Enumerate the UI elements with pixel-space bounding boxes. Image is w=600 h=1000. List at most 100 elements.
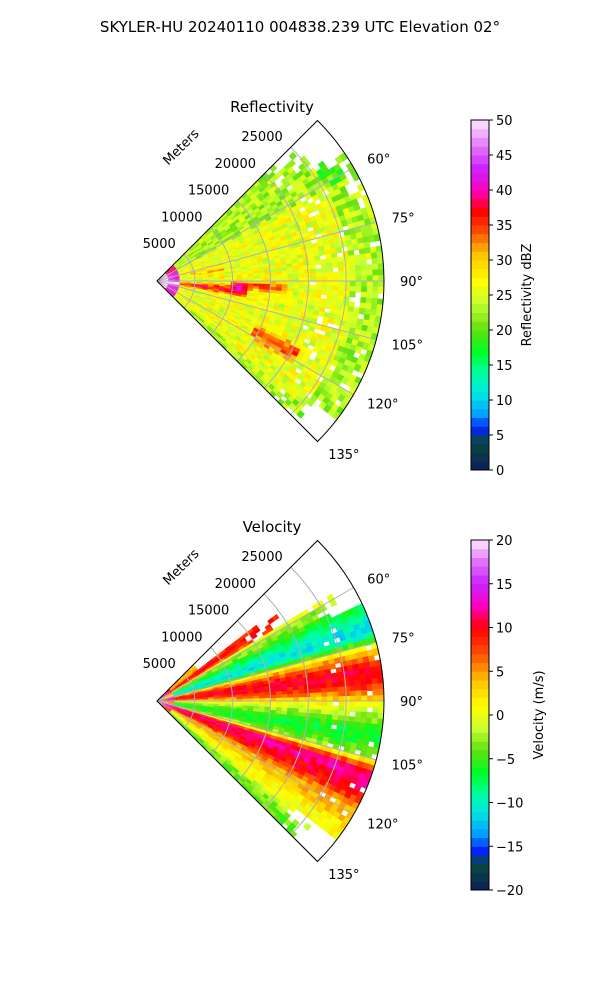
reflectivity-cell bbox=[242, 276, 249, 280]
reflectivity-cell bbox=[180, 296, 186, 301]
reflectivity-cell bbox=[247, 275, 254, 280]
reflectivity-cell bbox=[331, 294, 339, 301]
velocity-cell bbox=[298, 689, 305, 695]
reflectivity-cell bbox=[205, 261, 212, 266]
reflectivity-cell bbox=[178, 288, 185, 291]
velocity-cell bbox=[268, 641, 276, 648]
reflectivity-cell bbox=[161, 284, 167, 289]
velocity-cell bbox=[356, 657, 365, 665]
velocity-cell bbox=[293, 701, 300, 706]
velocity-cell bbox=[245, 659, 252, 665]
reflectivity-azimuth-tick-label: 105° bbox=[392, 338, 423, 353]
reflectivity-cell bbox=[298, 269, 305, 275]
velocity-cell bbox=[205, 683, 212, 687]
reflectivity-cell bbox=[236, 333, 244, 340]
reflectivity-cell bbox=[332, 285, 339, 292]
reflectivity-cell bbox=[242, 222, 250, 229]
velocity-cell bbox=[167, 693, 173, 697]
reflectivity-cell bbox=[203, 257, 210, 262]
velocity-cell bbox=[224, 695, 232, 698]
reflectivity-cell bbox=[242, 322, 250, 329]
velocity-cell bbox=[168, 698, 175, 700]
velocity-cell bbox=[173, 697, 180, 700]
velocity-cell bbox=[195, 708, 203, 711]
reflectivity-cell bbox=[192, 260, 199, 265]
reflectivity-cell bbox=[281, 284, 288, 289]
reflectivity-cell bbox=[162, 283, 168, 287]
velocity-cell bbox=[240, 663, 248, 669]
reflectivity-cell bbox=[245, 226, 253, 233]
reflectivity-cell bbox=[274, 209, 283, 217]
velocity-colorbar-segment bbox=[471, 688, 489, 698]
reflectivity-cell bbox=[254, 335, 263, 342]
reflectivity-cell bbox=[239, 217, 247, 224]
reflectivity-cell bbox=[247, 355, 255, 363]
velocity-cell bbox=[262, 738, 270, 745]
velocity-cell bbox=[222, 718, 229, 723]
velocity-cell bbox=[333, 657, 341, 665]
reflectivity-cell bbox=[219, 252, 227, 257]
reflectivity-cell bbox=[230, 341, 237, 349]
reflectivity-cell bbox=[229, 222, 236, 229]
reflectivity-cell bbox=[168, 282, 175, 285]
velocity-cell bbox=[162, 695, 168, 699]
velocity-cell bbox=[214, 673, 221, 678]
velocity-cell bbox=[253, 777, 261, 784]
reflectivity-cell bbox=[232, 254, 240, 259]
reflectivity-cell bbox=[184, 300, 191, 305]
velocity-cell bbox=[208, 751, 215, 758]
reflectivity-cell bbox=[186, 296, 193, 301]
velocity-cell bbox=[231, 759, 239, 766]
velocity-cell bbox=[366, 684, 373, 692]
velocity-cell bbox=[162, 696, 168, 699]
velocity-cell bbox=[258, 780, 266, 788]
reflectivity-cell bbox=[257, 351, 265, 359]
velocity-cell bbox=[166, 692, 173, 696]
velocity-cell bbox=[195, 672, 202, 678]
velocity-cell bbox=[253, 701, 260, 705]
reflectivity-cell bbox=[213, 229, 220, 235]
velocity-cell bbox=[206, 659, 213, 665]
reflectivity-cell bbox=[199, 238, 205, 245]
velocity-cell bbox=[197, 738, 204, 745]
reflectivity-cell bbox=[216, 259, 223, 264]
reflectivity-cell bbox=[240, 229, 248, 236]
velocity-cell bbox=[216, 717, 224, 721]
velocity-cell bbox=[331, 719, 339, 726]
reflectivity-cell bbox=[217, 247, 225, 253]
velocity-cell bbox=[315, 688, 322, 694]
reflectivity-cell bbox=[259, 337, 268, 345]
reflectivity-cell bbox=[171, 268, 177, 273]
reflectivity-cell bbox=[195, 313, 202, 319]
reflectivity-cell bbox=[162, 283, 168, 286]
reflectivity-cell bbox=[195, 243, 202, 250]
velocity-cell bbox=[166, 690, 172, 695]
reflectivity-cell bbox=[234, 210, 242, 218]
reflectivity-cell bbox=[205, 228, 212, 235]
velocity-cell bbox=[229, 666, 237, 671]
reflectivity-colorbar-tick-label: 40 bbox=[496, 184, 513, 199]
velocity-cell bbox=[326, 682, 333, 689]
reflectivity-cell bbox=[362, 236, 370, 244]
velocity-cell bbox=[203, 731, 210, 737]
reflectivity-cell bbox=[231, 330, 239, 337]
velocity-cell bbox=[219, 695, 226, 699]
velocity-cell bbox=[227, 720, 235, 725]
reflectivity-cell bbox=[219, 250, 226, 256]
velocity-cell bbox=[221, 662, 229, 668]
reflectivity-cell bbox=[168, 282, 175, 284]
reflectivity-cell bbox=[231, 305, 239, 310]
velocity-cell bbox=[189, 675, 196, 680]
reflectivity-cell bbox=[234, 326, 241, 333]
velocity-cell bbox=[303, 822, 312, 832]
velocity-cell bbox=[283, 633, 291, 641]
velocity-cell bbox=[260, 638, 268, 645]
velocity-cell bbox=[327, 827, 337, 837]
velocity-cell bbox=[365, 722, 372, 731]
reflectivity-cell bbox=[226, 345, 234, 352]
velocity-cell bbox=[220, 648, 227, 655]
reflectivity-cell bbox=[190, 284, 197, 287]
velocity-cell bbox=[181, 723, 187, 729]
reflectivity-cell bbox=[216, 234, 224, 240]
reflectivity-panel: Reflectivity 50001000015000200002500060°… bbox=[143, 98, 423, 463]
